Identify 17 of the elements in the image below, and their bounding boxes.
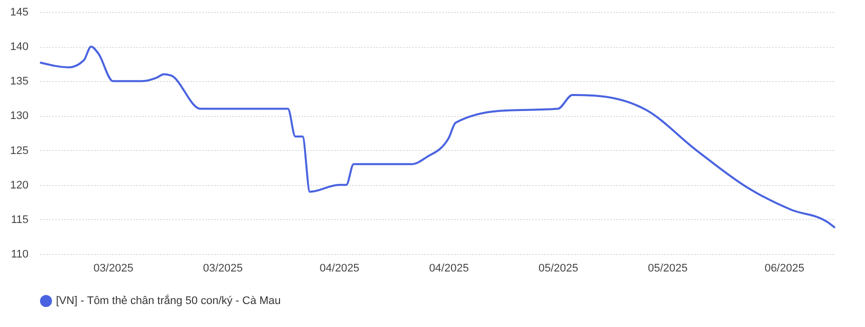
x-tick-label: 04/2025	[320, 262, 360, 274]
y-tick-label: 140	[10, 41, 28, 54]
y-tick-label: 125	[10, 144, 28, 157]
x-tick-label: 06/2025	[764, 262, 804, 274]
x-tick-label: 04/2025	[429, 262, 469, 274]
x-tick-label: 05/2025	[648, 262, 688, 274]
legend-label: [VN] - Tôm thẻ chân trắng 50 con/ký - Cà Mau	[56, 294, 281, 307]
y-tick-label: 130	[10, 110, 28, 122]
y-tick-label: 135	[10, 76, 28, 88]
y-tick-label: 115	[10, 214, 28, 226]
y-tick-label: 120	[10, 179, 28, 192]
x-tick-label: 05/2025	[538, 262, 578, 274]
y-tick-label: 110	[10, 248, 28, 260]
y-tick-label: 145	[10, 6, 28, 18]
x-tick-label: 03/2025	[94, 262, 134, 274]
line-series	[39, 46, 836, 229]
x-tick-label: 03/2025	[202, 262, 243, 274]
